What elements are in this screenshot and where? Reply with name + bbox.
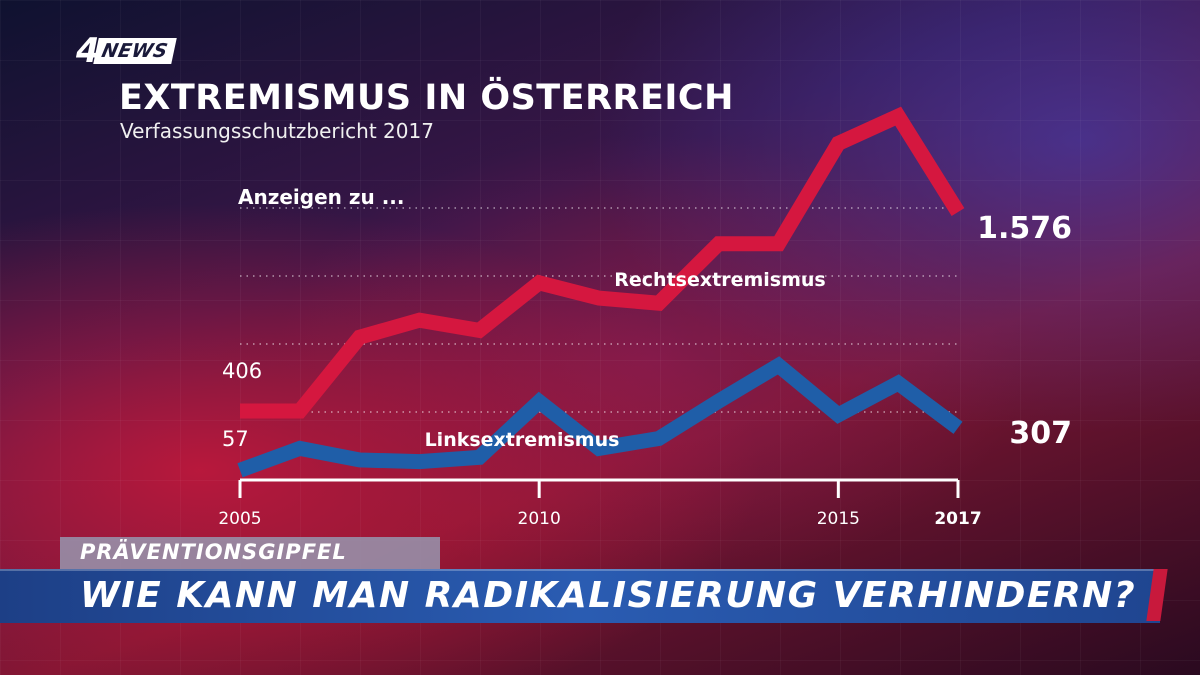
chart-annotation: Anzeigen zu ... xyxy=(238,185,405,209)
line-chart: Anzeigen zu ... 2005 2010 2015 2017 Rechtse… xyxy=(218,106,1072,529)
x-tick-label: 2005 xyxy=(218,509,261,529)
channel-logo: 4 NEWS xyxy=(76,34,176,68)
lower-third: PRÄVENTIONSGIPFEL WIE KANN MAN RADIKALIS… xyxy=(0,537,1200,647)
series-start-value: 57 xyxy=(222,427,249,451)
x-axis: 2005 2010 2015 2017 xyxy=(218,478,982,529)
x-tick-label: 2017 xyxy=(934,509,981,529)
series-end-value: 1.576 xyxy=(977,211,1072,246)
kicker-text: PRÄVENTIONSGIPFEL xyxy=(80,540,347,564)
x-tick-label: 2010 xyxy=(518,509,561,529)
series-name-label: Linksextremismus xyxy=(425,429,620,451)
series-labels: Rechtsextremismus 406 1.576 Linksextremismu… xyxy=(222,211,1072,451)
headline-bar xyxy=(0,569,1160,623)
series-line-rechtsextremismus xyxy=(240,106,965,419)
series-end-value: 307 xyxy=(1009,416,1072,451)
chart-subtitle: Verfassungsschutzbericht 2017 xyxy=(120,119,434,143)
x-tick-label: 2015 xyxy=(817,509,860,529)
series-name-label: Rechtsextremismus xyxy=(614,269,825,291)
kicker-bar xyxy=(60,537,440,569)
series-start-value: 406 xyxy=(222,359,262,383)
chart-title: EXTREMISMUS IN ÖSTERREICH xyxy=(119,78,734,118)
headline-text: WIE KANN MAN RADIKALISIERUNG VERHINDERN? xyxy=(80,575,1137,616)
gridlines xyxy=(240,207,958,413)
series-layer xyxy=(237,106,965,478)
series-line-linksextremismus xyxy=(237,356,963,478)
